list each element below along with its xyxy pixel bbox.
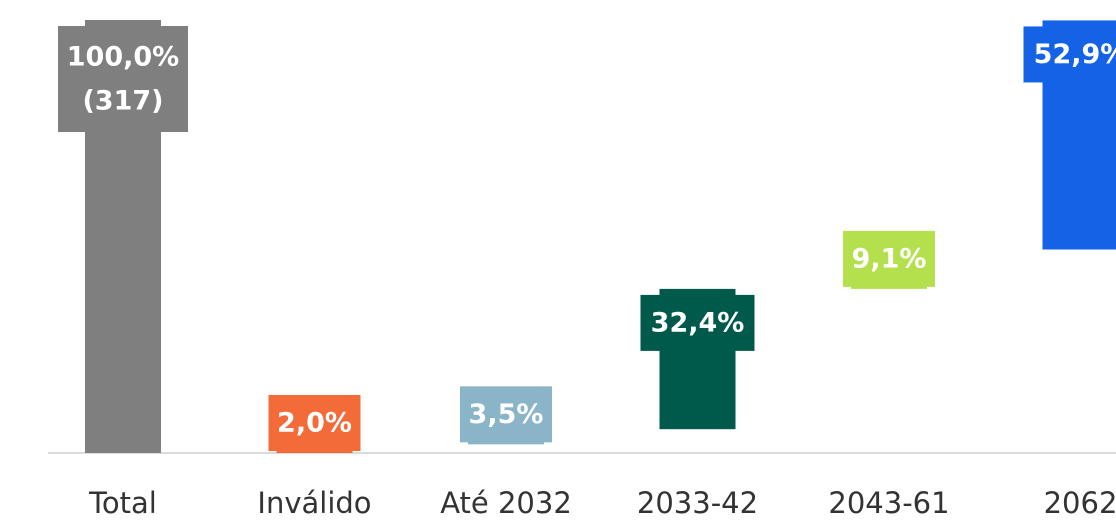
value-label: 2,0%	[277, 408, 352, 439]
value-label-box	[1023, 26, 1116, 83]
count-label: (317)	[82, 86, 163, 117]
x-tick-label: 2043-61	[828, 486, 949, 520]
x-tick-label: Total	[88, 486, 157, 520]
value-label-box	[268, 395, 361, 451]
value-label: 3,5%	[469, 399, 544, 430]
value-label: 9,1%	[852, 243, 927, 274]
x-tick-label: Até 2032	[440, 486, 572, 520]
value-label: 100,0%	[67, 42, 179, 73]
value-label-box	[843, 230, 935, 287]
value-label: 32,4%	[651, 307, 745, 338]
x-tick-label: 2033-42	[637, 486, 758, 520]
x-tick-label: 2062	[1044, 486, 1116, 520]
value-label-box	[460, 386, 552, 443]
x-tick-label: Inválido	[257, 486, 371, 520]
value-label-box	[58, 26, 188, 132]
value-label: 52,9%	[1034, 39, 1116, 70]
value-label-box	[640, 294, 755, 351]
